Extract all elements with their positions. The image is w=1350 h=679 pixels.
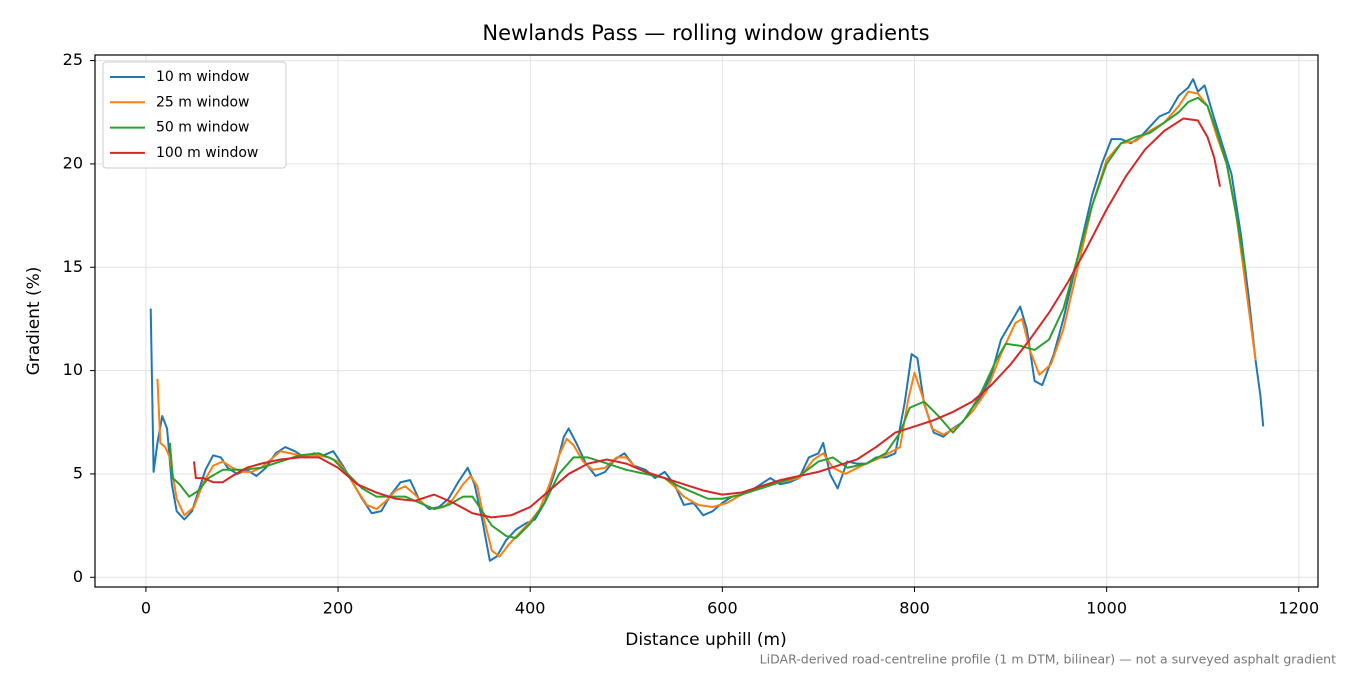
x-tick-label: 600 xyxy=(707,599,738,618)
y-tick-label: 5 xyxy=(73,463,83,482)
y-tick-label: 15 xyxy=(63,257,83,276)
x-tick-label: 1200 xyxy=(1278,599,1319,618)
x-tick-label: 800 xyxy=(899,599,930,618)
y-tick-label: 25 xyxy=(63,50,83,69)
series-line xyxy=(156,90,1257,558)
legend-box xyxy=(102,61,287,169)
series-line xyxy=(168,96,1247,540)
footnote: LiDAR-derived road-centreline profile (1… xyxy=(760,652,1336,667)
x-tick-label: 400 xyxy=(515,599,546,618)
series-line xyxy=(149,78,1265,562)
series-line xyxy=(192,117,1221,519)
y-tick-label: 0 xyxy=(73,567,83,586)
y-tick-label: 20 xyxy=(63,153,83,172)
legend-label: 50 m window xyxy=(156,120,249,136)
x-tick-label: 0 xyxy=(141,599,151,618)
legend-label: 100 m window xyxy=(156,145,258,161)
y-axis-label: Gradient (%) xyxy=(24,267,44,376)
legend-label: 25 m window xyxy=(156,94,249,110)
x-tick-label: 200 xyxy=(323,599,354,618)
chart-title: Newlands Pass — rolling window gradients xyxy=(482,21,929,45)
plot-frame xyxy=(94,54,1319,588)
legend-label: 10 m window xyxy=(156,69,249,85)
x-axis-label: Distance uphill (m) xyxy=(625,630,786,650)
x-tick-label: 1000 xyxy=(1086,599,1127,618)
y-tick-label: 10 xyxy=(63,360,83,379)
